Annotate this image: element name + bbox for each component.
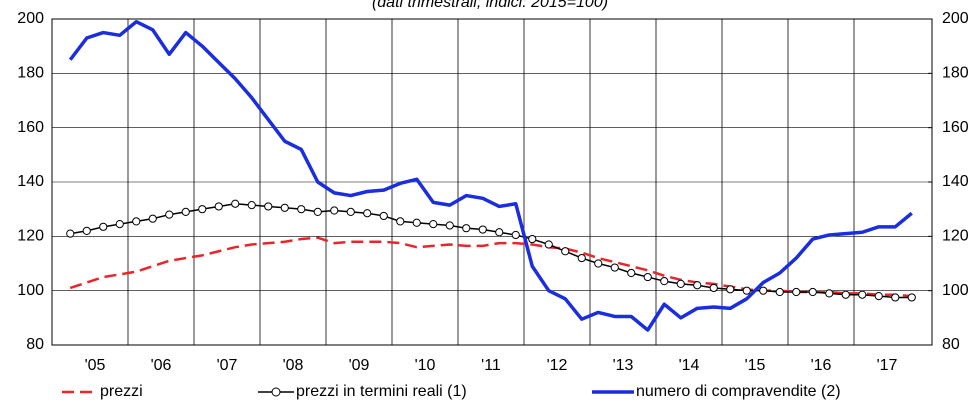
x-tick-label: '14: [679, 357, 700, 374]
y2-tick-label: 80: [942, 336, 960, 353]
point-marker: [379, 211, 388, 221]
point-marker: [858, 290, 867, 299]
point-marker: [280, 203, 289, 212]
point-marker: [544, 240, 553, 249]
point-marker: [181, 207, 190, 216]
y-tick-label: 180: [17, 65, 44, 82]
y2-tick-label: 140: [942, 173, 969, 190]
x-tick-label: '10: [415, 357, 436, 374]
chart-subtitle: (dati trimestrali; indici: 2015=100): [372, 0, 608, 11]
legend-label: numero di compravendite (2): [636, 383, 841, 400]
y-tick-label: 100: [17, 282, 44, 299]
series-line: [69, 236, 912, 298]
legend-marker: [271, 387, 281, 397]
point-marker: [907, 293, 916, 302]
point-marker: [792, 287, 801, 297]
point-marker: [577, 253, 586, 263]
y-tick-label: 140: [17, 173, 44, 190]
y2-tick-label: 160: [942, 119, 969, 136]
y2-tick-label: 100: [942, 282, 969, 299]
point-marker: [313, 207, 322, 216]
point-marker: [643, 272, 652, 282]
point-marker: [660, 277, 669, 286]
y-tick-label: 80: [26, 336, 44, 353]
point-marker: [99, 222, 108, 231]
y2-tick-label: 180: [942, 65, 969, 82]
point-marker: [874, 292, 883, 301]
x-tick-label: '15: [745, 357, 766, 374]
x-tick-label: '11: [481, 357, 501, 374]
point-marker: [66, 229, 75, 238]
point-marker: [561, 247, 570, 256]
x-tick-label: '12: [547, 357, 568, 374]
point-marker: [841, 290, 850, 299]
point-marker: [627, 268, 636, 278]
point-marker: [346, 207, 355, 216]
y2-tick-label: 120: [942, 228, 969, 245]
point-marker: [264, 202, 273, 211]
point-marker: [693, 281, 702, 290]
series-line: [70, 202, 912, 299]
point-marker: [445, 221, 454, 230]
point-marker: [676, 279, 685, 288]
x-tick-label: '09: [349, 357, 370, 374]
point-marker: [825, 289, 834, 298]
point-marker: [132, 217, 141, 226]
point-marker: [759, 286, 768, 295]
y-tick-label: 160: [17, 119, 44, 136]
point-marker: [198, 205, 207, 214]
point-marker: [412, 218, 421, 227]
point-marker: [396, 217, 405, 226]
x-tick-label: '07: [217, 357, 238, 374]
legend-label: prezzi: [100, 383, 143, 400]
point-marker: [528, 234, 537, 244]
point-marker: [891, 293, 900, 302]
x-tick-label: '16: [811, 357, 832, 374]
point-marker: [363, 209, 372, 218]
x-tick-label: '13: [613, 357, 634, 374]
point-marker: [775, 287, 784, 297]
point-marker: [231, 199, 240, 208]
point-marker: [148, 214, 157, 223]
point-marker: [462, 224, 471, 233]
point-marker: [726, 285, 735, 294]
point-marker: [297, 205, 306, 214]
legend-label: prezzi in termini reali (1): [296, 383, 467, 400]
point-marker: [709, 283, 718, 293]
series-line: [68, 19, 913, 332]
point-marker: [511, 230, 520, 240]
point-marker: [478, 225, 487, 234]
point-marker: [594, 259, 603, 268]
x-tick-label: '06: [151, 357, 172, 374]
point-marker: [82, 226, 91, 235]
y2-tick-label: 200: [942, 10, 969, 27]
y-tick-label: 200: [17, 10, 44, 27]
point-marker: [495, 228, 504, 237]
x-tick-label: '08: [283, 357, 304, 374]
point-marker: [610, 263, 619, 272]
point-marker: [429, 220, 438, 229]
point-marker: [115, 220, 124, 229]
point-marker: [742, 286, 751, 295]
point-marker: [247, 200, 256, 210]
point-marker: [330, 206, 339, 215]
point-marker: [214, 202, 223, 211]
point-marker: [808, 287, 817, 297]
y-tick-label: 120: [17, 228, 44, 245]
x-tick-label: '17: [877, 357, 898, 374]
x-tick-label: '05: [85, 357, 106, 374]
point-marker: [165, 210, 174, 219]
